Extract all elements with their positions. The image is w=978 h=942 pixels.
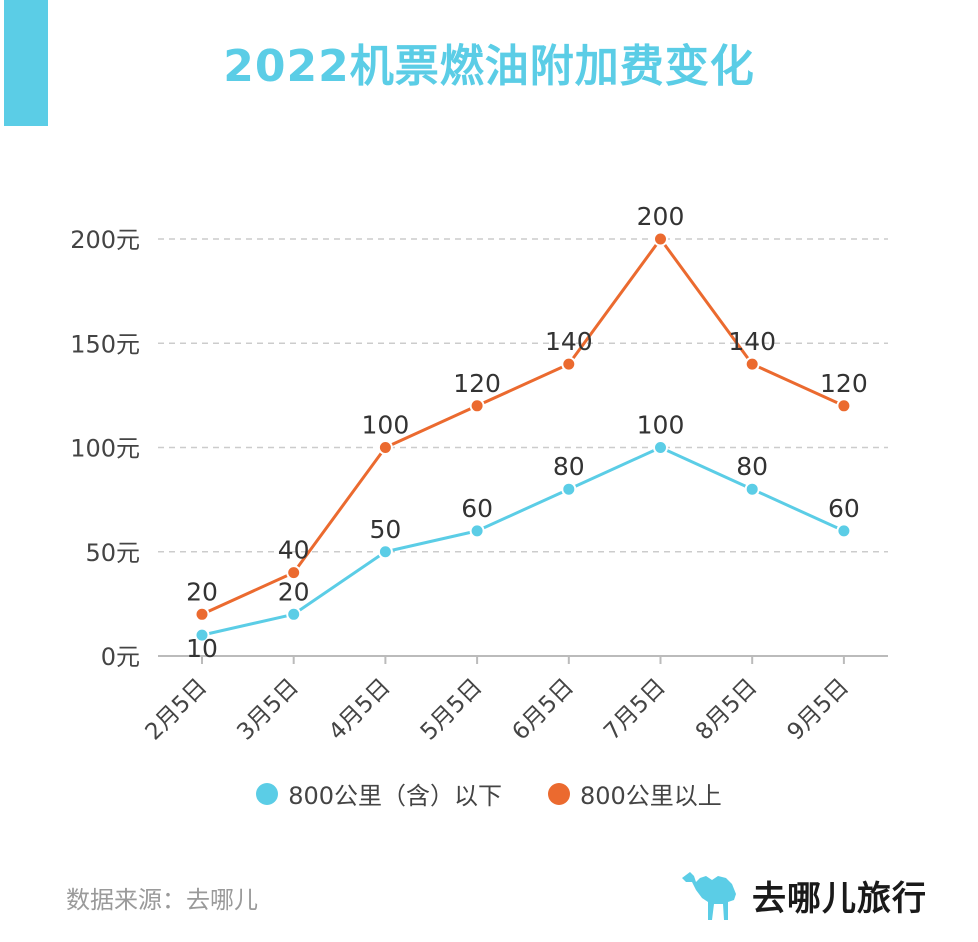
- data-label-series-2: 140: [728, 327, 776, 356]
- data-point-series-1: [836, 523, 852, 539]
- series-line-2: [201, 237, 845, 616]
- data-label-series-2: 200: [637, 202, 685, 231]
- data-label-series-2: 120: [820, 369, 868, 398]
- data-label-series-1: 50: [369, 515, 401, 544]
- brand-logo: 去哪儿旅行: [678, 868, 927, 922]
- data-label-series-2: 140: [545, 327, 593, 356]
- data-point-series-1: [377, 544, 393, 560]
- x-tick-label: 4月5日: [324, 674, 396, 746]
- data-point-series-2: [469, 398, 485, 414]
- data-point-series-1: [744, 481, 760, 497]
- data-point-series-2: [377, 440, 393, 455]
- x-tick-label: 9月5日: [783, 674, 855, 746]
- data-label-series-1: 80: [736, 452, 768, 481]
- legend-marker-series-1: [256, 782, 279, 805]
- y-tick-label: 150元: [70, 330, 140, 358]
- y-tick-label: 50元: [85, 539, 140, 567]
- y-tick-label: 200元: [70, 226, 140, 254]
- data-point-series-2: [653, 231, 668, 247]
- legend-item-series-2[interactable]: 800公里以上: [548, 776, 722, 811]
- data-point-series-2: [836, 398, 852, 414]
- data-point-series-1: [286, 606, 302, 622]
- x-tick-label: 6月5日: [507, 674, 579, 746]
- chart-title: 2022机票燃油附加费变化: [223, 41, 755, 92]
- legend-item-series-1[interactable]: 800公里（含）以下: [256, 776, 502, 811]
- x-tick-label: 2月5日: [141, 674, 213, 746]
- data-point-series-1: [561, 481, 577, 497]
- data-label-series-1: 100: [637, 411, 685, 440]
- data-point-series-2: [194, 606, 210, 622]
- camel-icon: [682, 872, 736, 920]
- data-label-series-1: 10: [186, 634, 218, 663]
- data-source-note: 数据来源：去哪儿: [66, 886, 258, 914]
- series-line-1: [201, 446, 845, 637]
- x-tick-label: 5月5日: [416, 674, 488, 746]
- data-label-series-1: 60: [461, 494, 493, 523]
- data-point-series-1: [653, 440, 668, 455]
- x-tick-label: 7月5日: [599, 674, 671, 746]
- x-tick-label: 3月5日: [232, 674, 304, 746]
- data-point-series-2: [561, 356, 577, 372]
- data-label-series-2: 120: [453, 369, 501, 398]
- legend: 800公里（含）以下 800公里以上: [0, 776, 978, 811]
- data-point-series-1: [469, 523, 485, 539]
- data-point-series-2: [744, 356, 760, 372]
- data-label-series-2: 100: [362, 411, 410, 440]
- data-label-series-2: 20: [186, 577, 218, 606]
- data-label-series-1: 60: [828, 494, 860, 523]
- brand-name: 去哪儿旅行: [752, 878, 927, 919]
- data-label-series-1: 20: [278, 577, 310, 606]
- y-tick-label: 100元: [70, 435, 140, 463]
- accent-bar: [4, 0, 48, 126]
- data-label-series-2: 40: [278, 536, 310, 565]
- y-tick-label: 0元: [101, 643, 140, 671]
- legend-label-series-1: 800公里（含）以下: [288, 782, 502, 810]
- legend-marker-series-2: [548, 782, 570, 805]
- data-point-series-1: [194, 627, 210, 643]
- data-label-series-1: 80: [553, 452, 585, 481]
- x-tick-label: 8月5日: [691, 674, 763, 746]
- legend-label-series-2: 800公里以上: [580, 782, 722, 810]
- data-point-series-2: [286, 565, 302, 581]
